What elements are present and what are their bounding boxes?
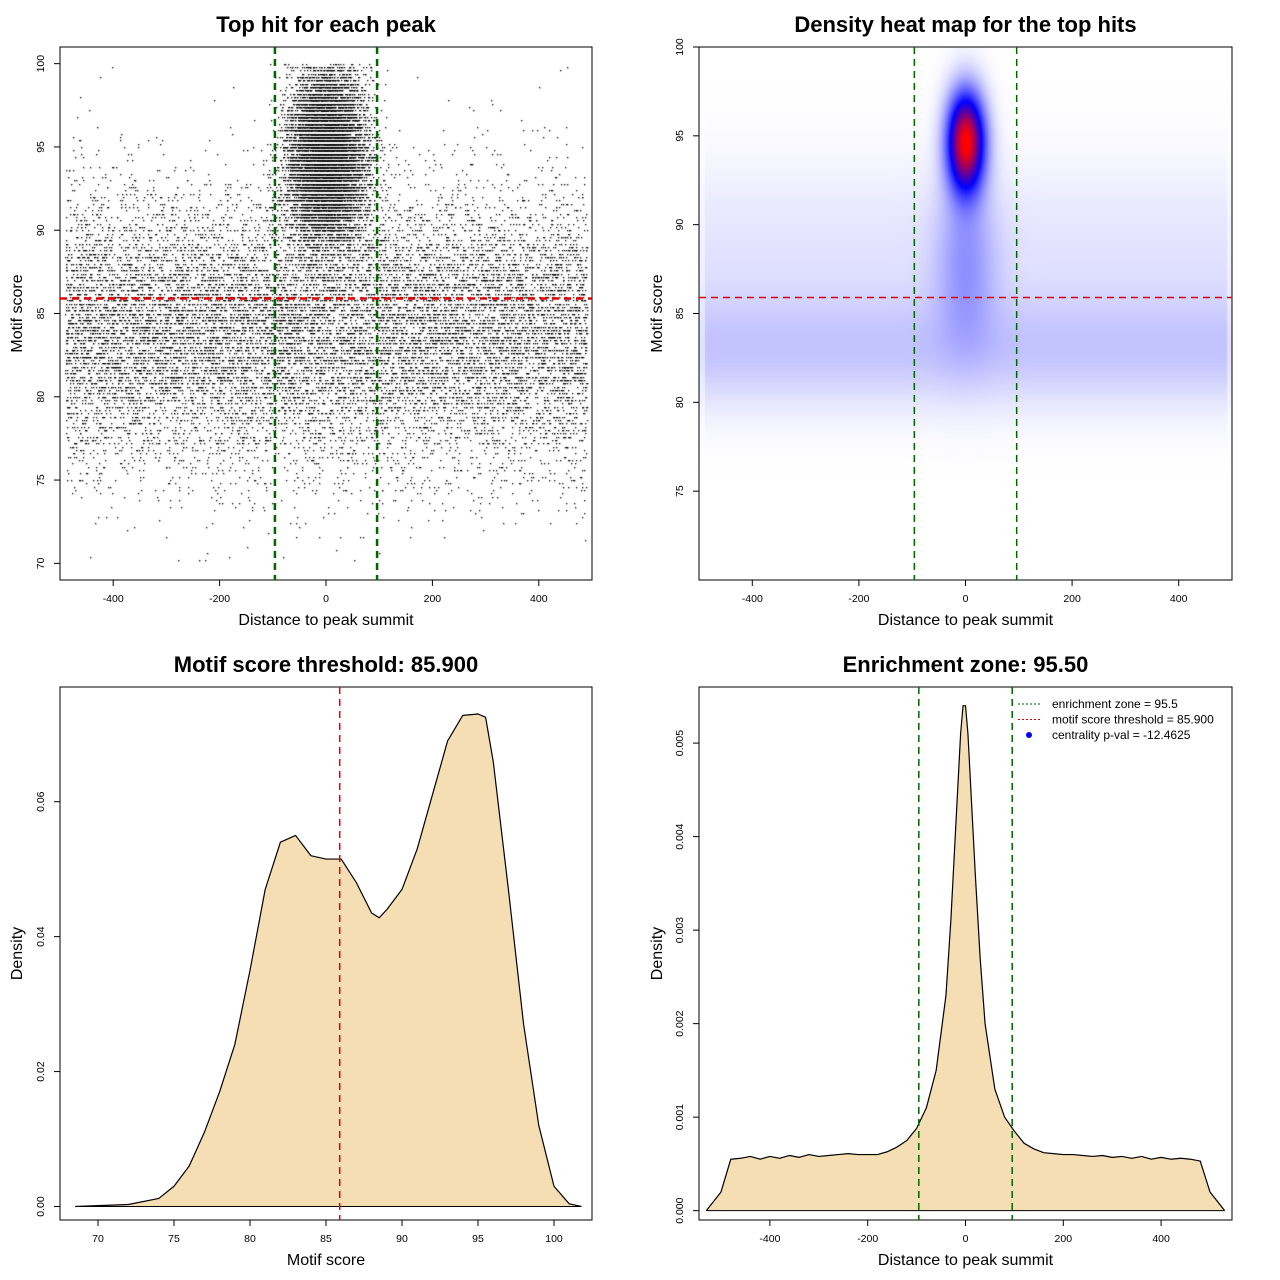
y-tick-label: 70 bbox=[35, 557, 47, 569]
x-tick-label: -400 bbox=[759, 1233, 780, 1245]
density-fill bbox=[75, 713, 582, 1207]
y-tick-label: 80 bbox=[674, 396, 686, 408]
x-tick-label: 200 bbox=[424, 593, 442, 605]
x-tick-label: 85 bbox=[320, 1233, 332, 1245]
density-fill bbox=[706, 705, 1225, 1211]
y-tick-label: 100 bbox=[674, 38, 686, 56]
y-tick-label: 90 bbox=[35, 224, 47, 236]
x-tick-label: 400 bbox=[530, 593, 548, 605]
y-tick-label: 0.00 bbox=[35, 1196, 47, 1217]
y-tick-label: 75 bbox=[35, 474, 47, 486]
y-tick-label: 0.04 bbox=[35, 926, 47, 947]
y-tick-label: 80 bbox=[35, 391, 47, 403]
x-tick-label: -400 bbox=[103, 593, 124, 605]
x-tick-label: -200 bbox=[209, 593, 230, 605]
density-curve bbox=[75, 713, 582, 1208]
legend-label: enrichment zone = 95.5 bbox=[1052, 697, 1178, 711]
y-tick-label: 0.003 bbox=[674, 917, 686, 943]
y-tick-label: 95 bbox=[674, 130, 686, 142]
y-tick-label: 85 bbox=[674, 308, 686, 320]
panel-2-ylabel: Motif score bbox=[649, 274, 666, 352]
y-tick-label: 95 bbox=[35, 141, 47, 153]
x-tick-label: 200 bbox=[1055, 1233, 1073, 1245]
legend-label: centrality p-val = -12.4625 bbox=[1052, 728, 1191, 742]
panel-2-xlabel: Distance to peak summit bbox=[878, 612, 1054, 629]
density-curve bbox=[705, 705, 1226, 1212]
y-tick-label: 0.02 bbox=[35, 1061, 47, 1082]
panel-4-xlabel: Distance to peak summit bbox=[878, 1252, 1054, 1269]
y-tick-label: 85 bbox=[35, 308, 47, 320]
x-tick-label: 95 bbox=[472, 1233, 484, 1245]
x-tick-label: 400 bbox=[1152, 1233, 1170, 1245]
x-tick-label: 200 bbox=[1063, 593, 1081, 605]
panel-4-ylabel: Density bbox=[649, 927, 666, 980]
x-tick-label: 0 bbox=[963, 1233, 969, 1245]
axes-3: Motif score threshold: 85.900 Motif score… bbox=[9, 652, 563, 1269]
y-tick-label: 0.001 bbox=[674, 1104, 686, 1130]
y-tick-label: 75 bbox=[674, 485, 686, 497]
x-tick-label: 75 bbox=[168, 1233, 180, 1245]
axes-2: Density heat map for the top hits Distanc… bbox=[649, 12, 1188, 629]
y-tick-label: 90 bbox=[674, 219, 686, 231]
x-tick-label: 100 bbox=[545, 1233, 563, 1245]
density-heatmap bbox=[699, 47, 1232, 580]
x-tick-label: 400 bbox=[1170, 593, 1188, 605]
legend-point-icon bbox=[1026, 732, 1032, 738]
y-tick-label: 0.000 bbox=[674, 1197, 686, 1223]
panel-1-title: Top hit for each peak bbox=[216, 12, 436, 37]
x-tick-label: 0 bbox=[963, 593, 969, 605]
axes-4: Enrichment zone: 95.50 Distance to peak s… bbox=[649, 652, 1170, 1269]
panel-4-title: Enrichment zone: 95.50 bbox=[843, 652, 1089, 677]
panel-3-xlabel: Motif score bbox=[287, 1252, 365, 1269]
legend-label: motif score threshold = 85.900 bbox=[1052, 713, 1214, 727]
y-tick-label: 0.06 bbox=[35, 791, 47, 812]
x-tick-label: -200 bbox=[848, 593, 869, 605]
x-tick-label: 80 bbox=[244, 1233, 256, 1245]
scatter-points bbox=[60, 47, 592, 580]
x-tick-label: -400 bbox=[742, 593, 763, 605]
panel-3-title: Motif score threshold: 85.900 bbox=[174, 652, 478, 677]
panel-1-ylabel: Motif score bbox=[9, 274, 26, 352]
x-tick-label: 0 bbox=[323, 593, 329, 605]
x-tick-label: 90 bbox=[396, 1233, 408, 1245]
x-tick-label: -200 bbox=[857, 1233, 878, 1245]
y-tick-label: 0.002 bbox=[674, 1010, 686, 1036]
legend: enrichment zone = 95.5 motif score thresh… bbox=[1018, 697, 1214, 742]
panel-1-xlabel: Distance to peak summit bbox=[238, 612, 414, 629]
y-tick-label: 0.005 bbox=[674, 730, 686, 756]
panel-2-title: Density heat map for the top hits bbox=[794, 12, 1136, 37]
axes-1: Top hit for each peak Distance to peak su… bbox=[9, 12, 548, 629]
y-tick-label: 0.004 bbox=[674, 823, 686, 849]
y-tick-label: 100 bbox=[35, 55, 47, 73]
x-tick-label: 70 bbox=[92, 1233, 104, 1245]
panel-3-ylabel: Density bbox=[9, 927, 26, 980]
